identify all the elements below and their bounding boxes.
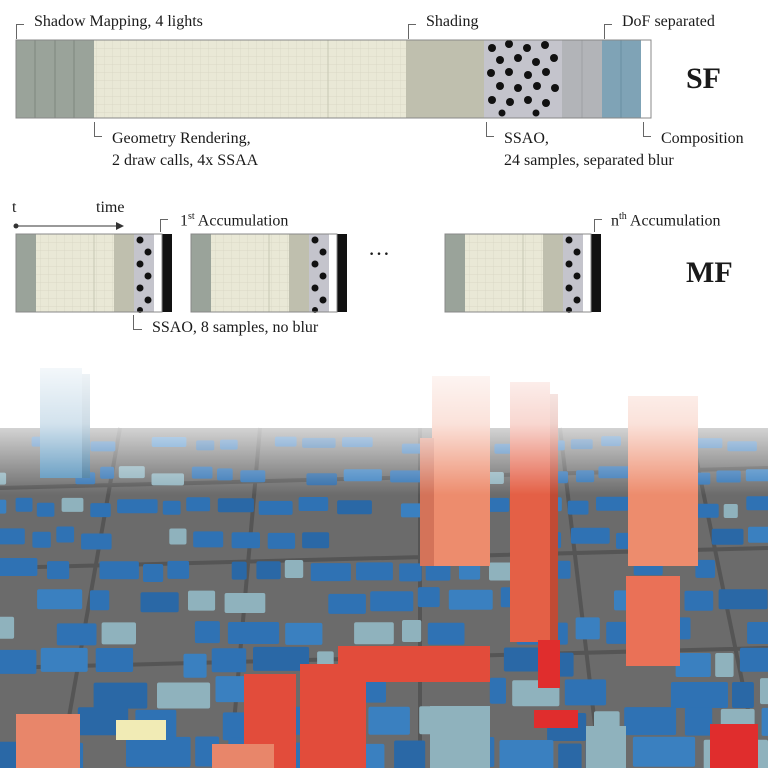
geometry-label-line2: 2 draw calls, 4x SSAA: [112, 152, 259, 169]
mf-label: MF: [686, 256, 733, 289]
mf-frame-1: [15, 233, 172, 313]
shading-label: Shading: [426, 13, 479, 30]
pipeline-diagram: [13, 39, 652, 313]
nth-accumulation-text: Accumulation: [626, 212, 721, 230]
geometry-label-line1: Geometry Rendering,: [112, 130, 251, 147]
ssao-label-line1: SSAO,: [504, 130, 549, 147]
nth-accumulation-label: nth Accumulation: [611, 207, 721, 231]
ssao-label-tick: [486, 122, 494, 137]
nth-accumulation-tick: [594, 219, 602, 232]
mf-ssao-label: SSAO, 8 samples, no blur: [152, 319, 319, 336]
geometry-label-tick: [94, 122, 102, 137]
first-accumulation-text: Accumulation: [194, 212, 289, 230]
sf-label: SF: [686, 62, 722, 95]
shadow-mapping-label: Shadow Mapping, 4 lights: [34, 13, 203, 30]
shading-label-tick: [408, 24, 416, 39]
first-accumulation-label: 1st Accumulation: [180, 207, 288, 231]
first-accumulation-tick: [160, 219, 168, 232]
sf-composition-segment: [641, 40, 651, 118]
ssao-label-line2: 24 samples, separated blur: [504, 152, 674, 169]
sf-ssao-segment: [484, 40, 562, 118]
nth-accumulation-sup: th: [619, 211, 627, 222]
mf-frame-n: [444, 233, 601, 313]
first-accumulation-number: 1: [180, 212, 188, 230]
time-t-label: t: [12, 199, 17, 216]
dof-label-tick: [604, 24, 612, 39]
mf-ssao-label-tick: [133, 315, 142, 330]
nth-accumulation-letter: n: [611, 212, 619, 230]
time-label: time: [96, 199, 125, 216]
sf-ssao-dots: [487, 40, 559, 117]
ellipsis-label: …: [368, 235, 390, 260]
shadow-label-tick: [16, 24, 24, 39]
mf-frame-2: [190, 233, 347, 313]
city-visualization: [0, 348, 768, 768]
composition-label: Composition: [661, 130, 744, 147]
first-accumulation-sup: st: [188, 211, 195, 222]
sf-geometry-segment: [94, 40, 406, 118]
composition-label-tick: [643, 122, 651, 137]
dof-label: DoF separated: [622, 13, 715, 30]
sf-bar: [15, 39, 652, 119]
time-arrow: [13, 222, 124, 230]
sf-bar-outline: [15, 39, 652, 119]
sf-shading-segment: [406, 40, 484, 118]
